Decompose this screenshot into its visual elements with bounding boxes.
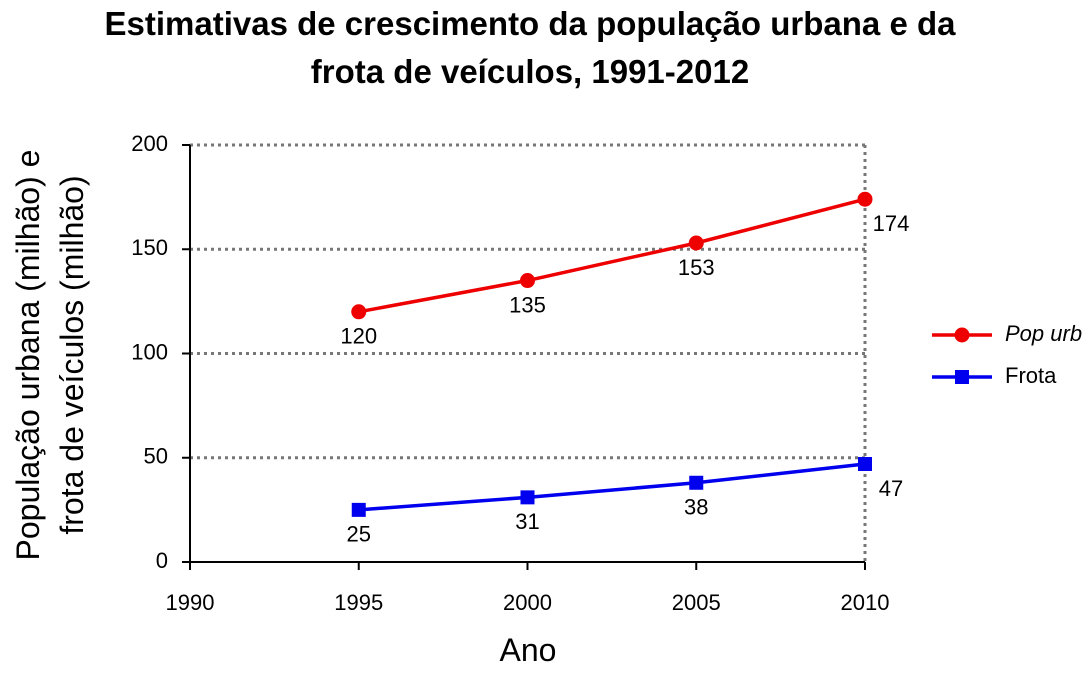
legend-label: Frota <box>1005 363 1057 388</box>
data-label: 31 <box>515 509 539 534</box>
data-label: 153 <box>678 255 715 280</box>
point <box>858 457 872 472</box>
x-tick-label: 1995 <box>334 590 383 615</box>
series-line <box>358 462 866 512</box>
data-label: 38 <box>684 495 708 520</box>
point <box>351 502 366 517</box>
y-tick-label: 150 <box>131 235 168 260</box>
data-label: 120 <box>340 324 377 349</box>
x-tick-label: 2005 <box>672 590 721 615</box>
x-tick-label: 2000 <box>503 590 552 615</box>
data-label: 25 <box>347 522 371 547</box>
legend-marker <box>954 327 970 343</box>
x-axis-label: Ano <box>499 632 557 668</box>
x-tick-label: 2010 <box>841 590 890 615</box>
point <box>688 235 704 251</box>
point <box>520 273 535 289</box>
point <box>520 490 535 505</box>
point <box>857 191 873 207</box>
y-tick-label: 100 <box>131 339 168 364</box>
legend-marker <box>955 370 969 384</box>
series-line <box>358 197 866 314</box>
data-label: 135 <box>509 292 546 317</box>
y-tick-label: 200 <box>131 131 168 156</box>
data-label: 47 <box>879 476 903 501</box>
x-tick-label: 1990 <box>166 590 215 615</box>
point <box>689 475 704 490</box>
legend-label: Pop urb <box>1005 321 1082 346</box>
data-label: 174 <box>873 211 910 236</box>
y-tick-label: 0 <box>156 548 168 573</box>
chart-title: Estimativas de crescimento da população … <box>104 5 956 90</box>
point <box>351 304 367 320</box>
y-tick-label: 50 <box>144 444 168 469</box>
